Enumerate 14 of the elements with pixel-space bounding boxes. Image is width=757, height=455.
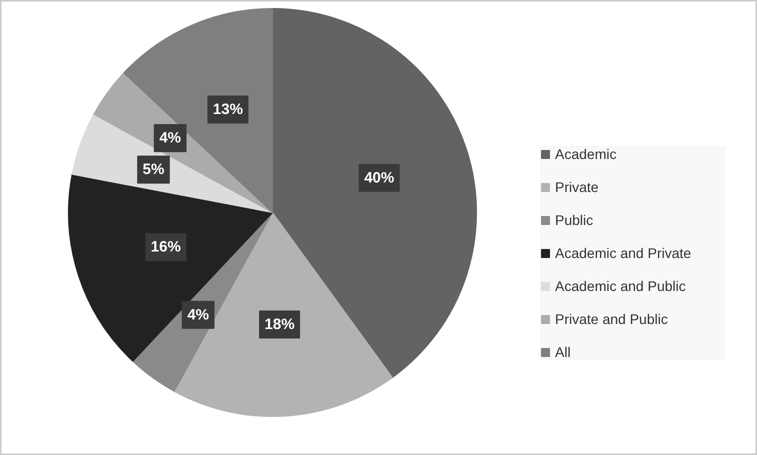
legend-label: All — [555, 344, 572, 360]
data-label: 4% — [159, 130, 182, 147]
data-label: 16% — [150, 238, 181, 256]
data-label: 18% — [264, 316, 295, 333]
data-label: 13% — [212, 101, 243, 118]
legend-label: Private and Public — [555, 311, 669, 327]
legend-label: Private — [555, 179, 600, 195]
data-label: 4% — [187, 306, 210, 324]
legend-label: Academic and Private — [555, 245, 692, 261]
legend-label: Public — [555, 212, 594, 228]
legend-label: Academic — [555, 146, 618, 162]
data-label: 5% — [142, 161, 164, 178]
data-label: 40% — [364, 169, 394, 186]
legend-label: Academic and Public — [555, 278, 687, 294]
